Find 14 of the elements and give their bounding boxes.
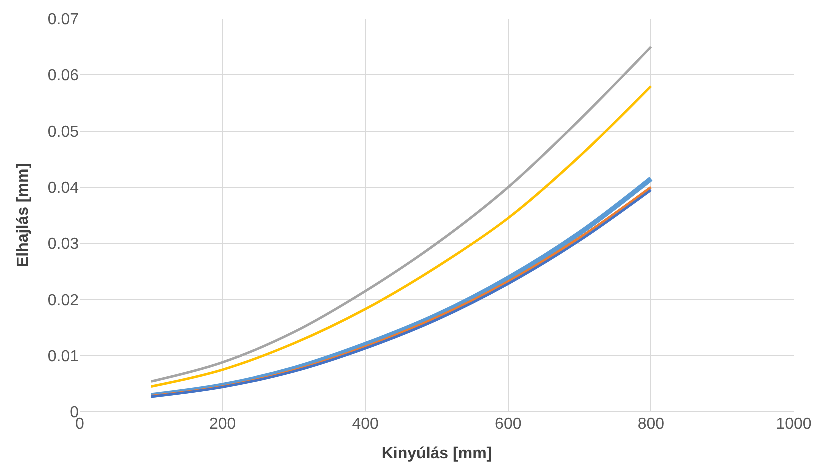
x-tick-label: 600: [495, 416, 522, 433]
y-tick-label: 0.01: [48, 348, 80, 366]
x-tick-label: 200: [209, 416, 236, 433]
y-tick-label: 0.03: [48, 236, 80, 254]
x-tick-label: 1000: [776, 416, 812, 433]
y-tick-label: 0.05: [48, 124, 80, 141]
y-tick-label: 0.02: [48, 292, 80, 310]
y-tick-label: 0.04: [48, 180, 80, 198]
x-axis-title: Kinyúlás [mm]: [382, 446, 492, 463]
y-tick-label: 0.06: [48, 68, 80, 85]
x-tick-label: 800: [638, 416, 665, 433]
y-tick-label: 0.07: [48, 12, 80, 29]
y-axis-title: Elhajlás [mm]: [14, 163, 32, 268]
x-tick-label: 400: [352, 416, 380, 433]
